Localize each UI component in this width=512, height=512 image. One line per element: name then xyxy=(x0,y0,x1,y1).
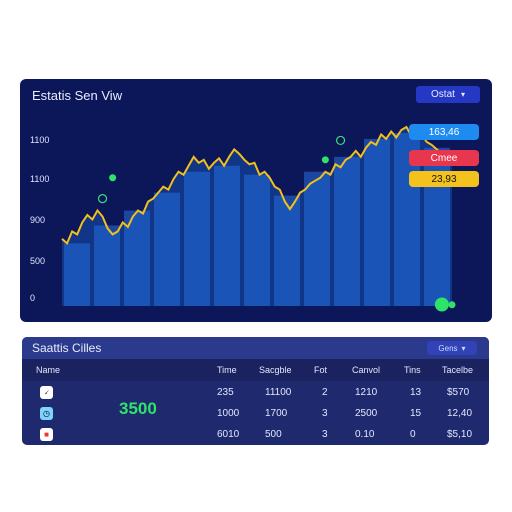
chart-marker xyxy=(434,297,449,312)
clock-icon: ◷ xyxy=(40,407,53,420)
chart-bar xyxy=(304,171,330,306)
overview-title: Estatis Sen Viw xyxy=(32,88,123,103)
y-tick-label: 0 xyxy=(30,293,35,303)
table-cell: 13 xyxy=(410,387,422,398)
table-cell: 3 xyxy=(322,429,328,440)
column-header: Name xyxy=(36,365,61,375)
stats-panel: Saattis Cilles Gens ▾ Name Time Sacgble … xyxy=(22,337,489,445)
y-tick-label: 1100 xyxy=(30,135,49,145)
table-cell: 11100 xyxy=(265,387,292,398)
table-row[interactable]: 🗸 235 11100 2 1210 13 $570 xyxy=(22,383,489,404)
table-cell: 3 xyxy=(322,408,328,419)
overview-panel: Estatis Sen Viw Ostat ▾ 1100 1100 900 500 0 … xyxy=(20,79,492,322)
table-cell: 6010 xyxy=(217,429,240,440)
chart-marker xyxy=(335,135,346,146)
column-header: Sacgble xyxy=(259,365,292,375)
column-header: Tacelbe xyxy=(442,365,474,375)
y-tick-label: 500 xyxy=(30,256,45,266)
chart-bar xyxy=(334,156,360,306)
chart-line xyxy=(61,125,453,246)
table-cell: 1700 xyxy=(265,408,288,419)
chart-marker xyxy=(97,193,108,204)
chart-bar xyxy=(154,192,180,306)
table-cell: 1210 xyxy=(355,387,378,398)
table-cell: 2500 xyxy=(355,408,378,419)
table-cell: 0 xyxy=(410,429,416,440)
value-badge-red: Cmee xyxy=(409,150,479,166)
check-icon: 🗸 xyxy=(40,386,53,399)
table-cell: 500 xyxy=(265,429,282,440)
table-row[interactable]: ◷ 1000 1700 3 2500 15 12,40 xyxy=(22,404,489,425)
chart-bar xyxy=(364,138,390,306)
overview-dropdown-label: Ostat xyxy=(431,89,455,100)
stats-title: Saattis Cilles xyxy=(32,341,102,355)
stop-icon: ■ xyxy=(40,428,53,441)
column-header: Fot xyxy=(314,365,328,375)
stats-dropdown-label: Gens xyxy=(438,343,458,353)
table-cell: 0.10 xyxy=(355,429,375,440)
table-cell: 15 xyxy=(410,408,422,419)
chevron-down-icon: ▾ xyxy=(461,343,466,353)
column-header: Canvol xyxy=(352,365,381,375)
chart-marker xyxy=(109,174,117,182)
stats-dropdown[interactable]: Gens ▾ xyxy=(427,341,477,355)
y-tick-label: 900 xyxy=(30,215,45,225)
overview-chart: 1100 1100 900 500 0 xyxy=(30,125,456,312)
table-cell: 12,40 xyxy=(447,408,473,419)
chart-marker xyxy=(448,301,456,309)
chart-bar xyxy=(184,171,210,306)
column-header: Time xyxy=(217,365,237,375)
chart-bar xyxy=(244,174,270,306)
value-badge-blue: 163,46 xyxy=(409,124,479,140)
table-cell: 235 xyxy=(217,387,234,398)
chart-marker xyxy=(321,156,329,164)
chart-bar xyxy=(214,165,240,306)
table-cell: 2 xyxy=(322,387,328,398)
table-cell: $5,10 xyxy=(447,429,473,440)
table-row[interactable]: ■ 6010 500 3 0.10 0 $5,10 xyxy=(22,425,489,445)
y-tick-label: 1100 xyxy=(30,174,49,184)
column-header: Tins xyxy=(404,365,421,375)
table-cell: 1000 xyxy=(217,408,240,419)
stats-header: Saattis Cilles Gens ▾ xyxy=(22,337,489,359)
highlight-value: 3500 xyxy=(119,399,157,418)
chart-bar xyxy=(274,195,300,306)
chart-bar xyxy=(94,225,120,306)
table-cell: $570 xyxy=(447,387,470,398)
chart-area xyxy=(62,127,452,306)
value-badge-yellow: 23,93 xyxy=(409,171,479,187)
chevron-down-icon: ▾ xyxy=(460,90,465,99)
chart-bar xyxy=(64,243,90,306)
overview-dropdown[interactable]: Ostat ▾ xyxy=(416,86,480,103)
table-header: Name Time Sacgble Fot Canvol Tins Tacelb… xyxy=(22,359,489,381)
